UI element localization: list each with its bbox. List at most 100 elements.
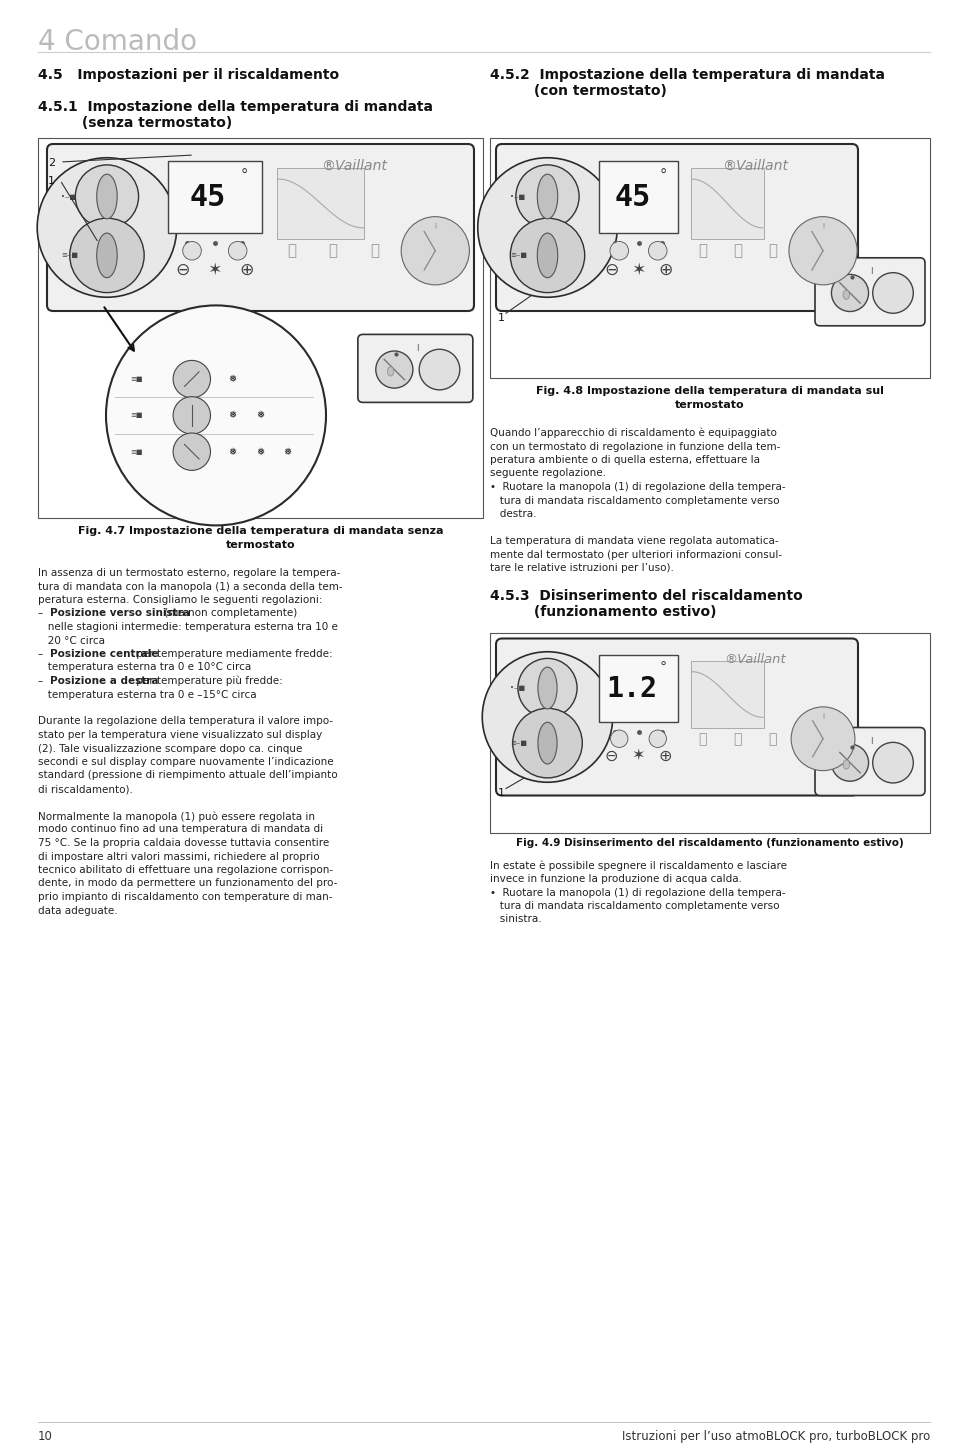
Text: (2). Tale visualizzazione scompare dopo ca. cinque: (2). Tale visualizzazione scompare dopo …: [38, 744, 302, 754]
Text: ✶: ✶: [207, 261, 222, 278]
Text: In estate è possibile spegnere il riscaldamento e lasciare: In estate è possibile spegnere il riscal…: [490, 860, 787, 871]
FancyBboxPatch shape: [599, 162, 678, 233]
Circle shape: [831, 744, 869, 782]
Text: 1: 1: [498, 788, 505, 798]
Text: 1: 1: [498, 313, 505, 323]
Text: |: |: [434, 223, 436, 229]
Text: °: °: [660, 661, 666, 674]
Text: I: I: [871, 737, 873, 745]
Circle shape: [228, 242, 247, 261]
Text: I: I: [871, 266, 873, 277]
Circle shape: [37, 157, 177, 297]
Text: ≡‒■: ≡‒■: [61, 252, 78, 258]
Text: ≡■: ≡■: [131, 376, 143, 381]
Circle shape: [831, 274, 869, 312]
Text: 4.5   Impostazioni per il riscaldamento: 4.5 Impostazioni per il riscaldamento: [38, 68, 339, 82]
FancyBboxPatch shape: [815, 728, 925, 795]
Text: ⓘ: ⓘ: [768, 243, 777, 258]
Circle shape: [75, 165, 138, 229]
Text: 20 °C circa: 20 °C circa: [38, 635, 105, 645]
Circle shape: [173, 432, 210, 470]
Text: Posizione a destra: Posizione a destra: [50, 676, 158, 686]
Text: ✶: ✶: [632, 748, 645, 763]
Text: ❅: ❅: [228, 447, 236, 457]
Text: ⓘ: ⓘ: [733, 243, 742, 258]
Text: ⊖: ⊖: [604, 261, 619, 278]
Text: Fig. 4.9 Disinserimento del riscaldamento (funzionamento estivo): Fig. 4.9 Disinserimento del riscaldament…: [516, 839, 904, 849]
Text: stato per la temperatura viene visualizzato sul display: stato per la temperatura viene visualizz…: [38, 729, 323, 740]
Text: ❅: ❅: [228, 374, 236, 384]
Text: 4.5.3  Disinserimento del riscaldamento
         (funzionamento estivo): 4.5.3 Disinserimento del riscaldamento (…: [490, 588, 803, 619]
Text: Fig. 4.7 Impostazione della temperatura di mandata senza: Fig. 4.7 Impostazione della temperatura …: [78, 526, 444, 536]
Circle shape: [511, 218, 585, 293]
Circle shape: [649, 729, 666, 747]
FancyBboxPatch shape: [496, 144, 858, 312]
Text: ⊕: ⊕: [659, 748, 672, 763]
Text: tura di mandata riscaldamento completamente verso: tura di mandata riscaldamento completame…: [490, 901, 780, 911]
Text: 75 °C. Se la propria caldaia dovesse tuttavia consentire: 75 °C. Se la propria caldaia dovesse tut…: [38, 839, 329, 847]
Text: –: –: [38, 676, 50, 686]
FancyBboxPatch shape: [691, 167, 764, 239]
FancyBboxPatch shape: [168, 162, 261, 233]
Text: ✶: ✶: [632, 261, 646, 278]
Text: invece in funzione la produzione di acqua calda.: invece in funzione la produzione di acqu…: [490, 874, 742, 884]
Text: tura di mandata riscaldamento completamente verso: tura di mandata riscaldamento completame…: [490, 495, 780, 505]
Text: secondi e sul display compare nuovamente l’indicazione: secondi e sul display compare nuovamente…: [38, 757, 334, 767]
Text: 2: 2: [48, 159, 55, 167]
Text: 4.5.1  Impostazione della temperatura di mandata
         (senza termostato): 4.5.1 Impostazione della temperatura di …: [38, 100, 433, 130]
Text: •‒■: •‒■: [510, 194, 525, 199]
Ellipse shape: [388, 367, 394, 376]
Circle shape: [648, 242, 667, 261]
Ellipse shape: [843, 760, 850, 769]
Text: data adeguate.: data adeguate.: [38, 906, 118, 916]
Ellipse shape: [538, 233, 558, 278]
Text: 45: 45: [189, 183, 226, 211]
Text: ⊖: ⊖: [176, 261, 190, 278]
Text: •‒■: •‒■: [510, 684, 525, 692]
Text: Fig. 4.8 Impostazione della temperatura di mandata sul: Fig. 4.8 Impostazione della temperatura …: [536, 386, 884, 396]
Text: Posizione verso sinistra: Posizione verso sinistra: [50, 609, 190, 619]
Text: temperatura esterna tra 0 e –15°C circa: temperatura esterna tra 0 e –15°C circa: [38, 690, 256, 699]
Text: modo continuo fino ad una temperatura di mandata di: modo continuo fino ad una temperatura di…: [38, 824, 324, 834]
Text: ❅: ❅: [228, 411, 236, 421]
Text: temperatura esterna tra 0 e 10°C circa: temperatura esterna tra 0 e 10°C circa: [38, 662, 252, 673]
Circle shape: [70, 218, 144, 293]
Text: |: |: [822, 712, 824, 718]
Text: •  Ruotare la manopola (1) di regolazione della tempera-: • Ruotare la manopola (1) di regolazione…: [490, 888, 785, 897]
FancyBboxPatch shape: [490, 138, 930, 379]
Text: 1: 1: [48, 176, 55, 186]
Text: ≡‒■: ≡‒■: [510, 740, 527, 745]
Text: di riscaldamento).: di riscaldamento).: [38, 783, 132, 794]
Text: •  Ruotare la manopola (1) di regolazione della tempera-: • Ruotare la manopola (1) di regolazione…: [490, 482, 785, 492]
Text: (ma non completamente): (ma non completamente): [160, 609, 297, 619]
FancyBboxPatch shape: [815, 258, 925, 326]
FancyBboxPatch shape: [490, 632, 930, 833]
FancyBboxPatch shape: [691, 661, 764, 728]
Text: –: –: [38, 649, 50, 660]
FancyBboxPatch shape: [599, 655, 678, 722]
FancyBboxPatch shape: [47, 144, 474, 312]
Text: °: °: [660, 167, 667, 182]
Text: Istruzioni per l’uso atmoBLOCK pro, turboBLOCK pro: Istruzioni per l’uso atmoBLOCK pro, turb…: [622, 1430, 930, 1443]
Text: ⓘ: ⓘ: [328, 243, 338, 258]
Text: ®Vaillant: ®Vaillant: [321, 159, 387, 173]
FancyBboxPatch shape: [38, 138, 483, 518]
Text: mente dal termostato (per ulteriori informazioni consul-: mente dal termostato (per ulteriori info…: [490, 549, 782, 559]
Circle shape: [610, 242, 629, 261]
Circle shape: [873, 272, 913, 313]
Text: ⓘ: ⓘ: [768, 732, 777, 745]
Text: tura di mandata con la manopola (1) a seconda della tem-: tura di mandata con la manopola (1) a se…: [38, 581, 343, 591]
Text: I: I: [416, 344, 419, 352]
Text: ⊖: ⊖: [605, 748, 618, 763]
Text: peratura ambiente o di quella esterna, effettuare la: peratura ambiente o di quella esterna, e…: [490, 454, 760, 464]
Text: 4.5.2  Impostazione della temperatura di mandata
         (con termostato): 4.5.2 Impostazione della temperatura di …: [490, 68, 885, 98]
Text: ⓘ: ⓘ: [733, 732, 742, 745]
Text: |: |: [822, 223, 824, 229]
Text: ⊕: ⊕: [659, 261, 673, 278]
Text: sinistra.: sinistra.: [490, 914, 541, 925]
Text: 1.2: 1.2: [607, 674, 658, 703]
Ellipse shape: [97, 175, 117, 218]
Circle shape: [420, 349, 460, 390]
Text: ®Vaillant: ®Vaillant: [722, 159, 788, 173]
FancyBboxPatch shape: [277, 167, 365, 239]
